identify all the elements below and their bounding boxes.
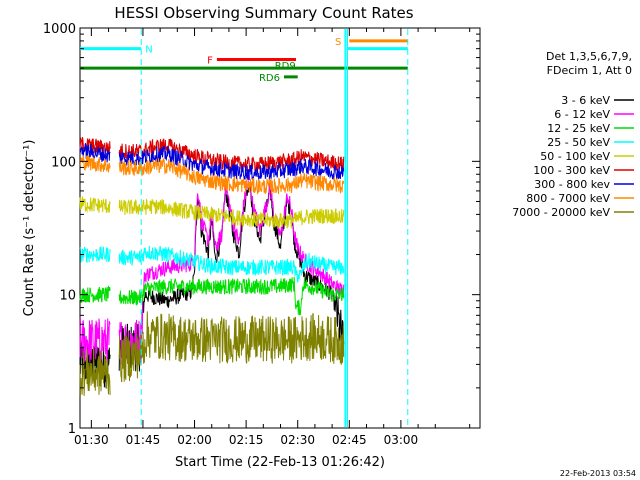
flag-label: RD6 xyxy=(259,73,280,84)
x-tick-label: 02:30 xyxy=(280,433,315,447)
y-tick-label: 100 xyxy=(51,155,76,170)
legend-entry-label: 6 - 12 keV xyxy=(554,108,610,121)
x-axis-label: Start Time (22-Feb-13 01:26:42) xyxy=(175,455,385,470)
vline-layer xyxy=(140,29,409,427)
series-8 xyxy=(79,154,345,195)
legend-title-line: FDecim 1, Att 0 xyxy=(547,64,632,77)
y-tick-label: 10 xyxy=(59,289,76,304)
series-line xyxy=(79,311,345,397)
chart-title: HESSI Observing Summary Count Rates xyxy=(114,4,413,22)
x-tick-label: 02:45 xyxy=(332,433,367,447)
series-7 xyxy=(79,142,345,182)
legend-entry-label: 3 - 6 keV xyxy=(561,94,610,107)
y-axis-label: Count Rate (s⁻¹ detector⁻¹) xyxy=(22,140,37,317)
y-tick-label: 1 xyxy=(68,422,76,437)
series-line xyxy=(79,196,345,229)
legend-entry-label: 25 - 50 keV xyxy=(547,136,610,149)
legend-entry-label: 12 - 25 keV xyxy=(547,122,610,135)
series-layer xyxy=(79,137,345,397)
series-5 xyxy=(79,196,345,229)
x-tick-label: 03:00 xyxy=(384,433,419,447)
series-line xyxy=(79,276,345,316)
flag-label: S xyxy=(335,37,341,48)
plot-frame xyxy=(79,27,481,429)
legend: Det 1,3,5,6,7,9,FDecim 1, Att 0 3 - 6 keV… xyxy=(512,50,634,219)
flag-label: RD9 xyxy=(275,61,296,72)
x-tick-label: 02:15 xyxy=(229,433,264,447)
legend-entry-label: 800 - 7000 keV xyxy=(526,192,610,205)
legend-title-line: Det 1,3,5,6,7,9, xyxy=(546,50,632,63)
series-3 xyxy=(79,276,345,316)
series-line xyxy=(79,154,345,195)
legend-entry-label: 7000 - 20000 keV xyxy=(512,206,610,219)
x-tick-label: 02:00 xyxy=(177,433,212,447)
x-tick-label: 01:45 xyxy=(126,433,161,447)
legend-entry-label: 100 - 300 keV xyxy=(533,164,610,177)
x-tick-label: 01:30 xyxy=(74,433,109,447)
flag-label: F xyxy=(207,56,213,67)
flag-label: N xyxy=(145,45,152,56)
legend-entry-label: 50 - 100 keV xyxy=(540,150,610,163)
series-4 xyxy=(79,245,345,283)
axis-layer: 01:30 01:45 02:00 02:15 02:30 02:45 03:00 1 10 10… xyxy=(43,22,480,447)
legend-entry-label: 300 - 800 kev xyxy=(534,178,610,191)
footer-timestamp: 22-Feb-2013 03:54 xyxy=(560,469,636,478)
series-9 xyxy=(79,311,345,397)
y-tick-label: 1000 xyxy=(43,22,76,37)
series-line xyxy=(79,245,345,283)
series-line xyxy=(79,142,345,182)
